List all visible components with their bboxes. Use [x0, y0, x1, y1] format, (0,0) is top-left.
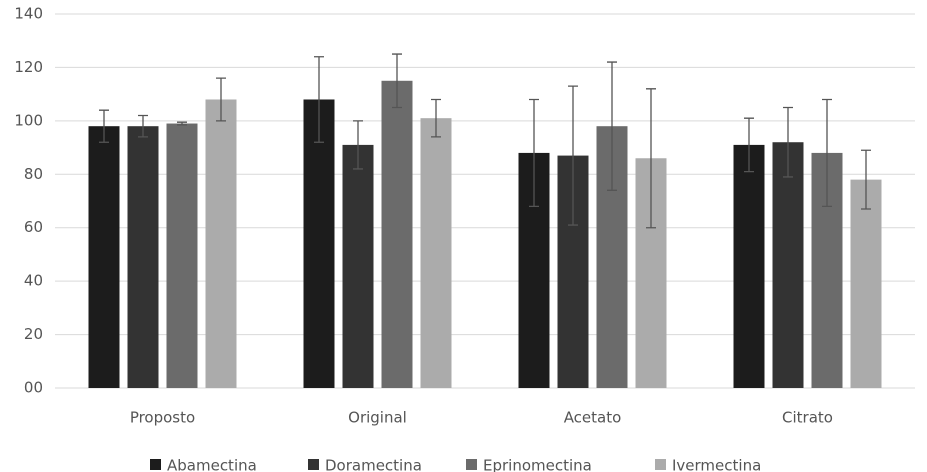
- x-tick-label: Acetato: [564, 409, 622, 427]
- bar: [850, 179, 882, 388]
- bar: [127, 126, 159, 388]
- error-bar: [138, 114, 148, 138]
- y-tick-label: 140: [14, 5, 43, 23]
- bar: [303, 99, 335, 388]
- legend-swatch: [308, 459, 319, 470]
- error-bar: [861, 149, 871, 210]
- y-tick-label: 100: [14, 111, 43, 129]
- error-bar: [431, 98, 441, 138]
- bar: [381, 80, 413, 389]
- bar: [733, 144, 765, 388]
- legend-label: Ivermectina: [672, 457, 761, 472]
- y-tick-label: 40: [24, 272, 43, 290]
- error-bar: [314, 56, 324, 143]
- error-bar: [646, 88, 656, 229]
- legend-swatch: [150, 459, 161, 470]
- error-bar: [392, 53, 402, 109]
- bar: [342, 144, 374, 388]
- y-tick-label: 00: [24, 379, 43, 397]
- error-bar: [353, 120, 363, 170]
- y-tick-label: 20: [24, 325, 43, 343]
- error-bar: [99, 109, 109, 143]
- x-tick-label: Original: [348, 409, 407, 427]
- bar: [420, 118, 452, 388]
- error-bar: [744, 117, 754, 173]
- legend-swatch: [466, 459, 477, 470]
- legend-label: Doramectina: [325, 457, 422, 472]
- legend-label: Eprinomectina: [483, 457, 592, 472]
- error-bar: [822, 98, 832, 207]
- x-tick-label: Proposto: [130, 409, 195, 427]
- error-bar: [216, 77, 226, 122]
- y-tick-label: 120: [14, 58, 43, 76]
- bar: [166, 123, 198, 389]
- bar: [772, 142, 804, 388]
- bar: [88, 126, 120, 388]
- error-bar: [529, 98, 539, 207]
- error-bar: [783, 106, 793, 178]
- x-tick-label: Citrato: [782, 409, 833, 427]
- error-bar: [568, 85, 578, 226]
- error-bar: [607, 61, 617, 191]
- legend-swatch: [655, 459, 666, 470]
- bar: [205, 99, 237, 388]
- y-tick-label: 80: [24, 165, 43, 183]
- y-tick-label: 60: [24, 218, 43, 236]
- legend-label: Abamectina: [167, 457, 257, 472]
- error-bar: [177, 121, 187, 126]
